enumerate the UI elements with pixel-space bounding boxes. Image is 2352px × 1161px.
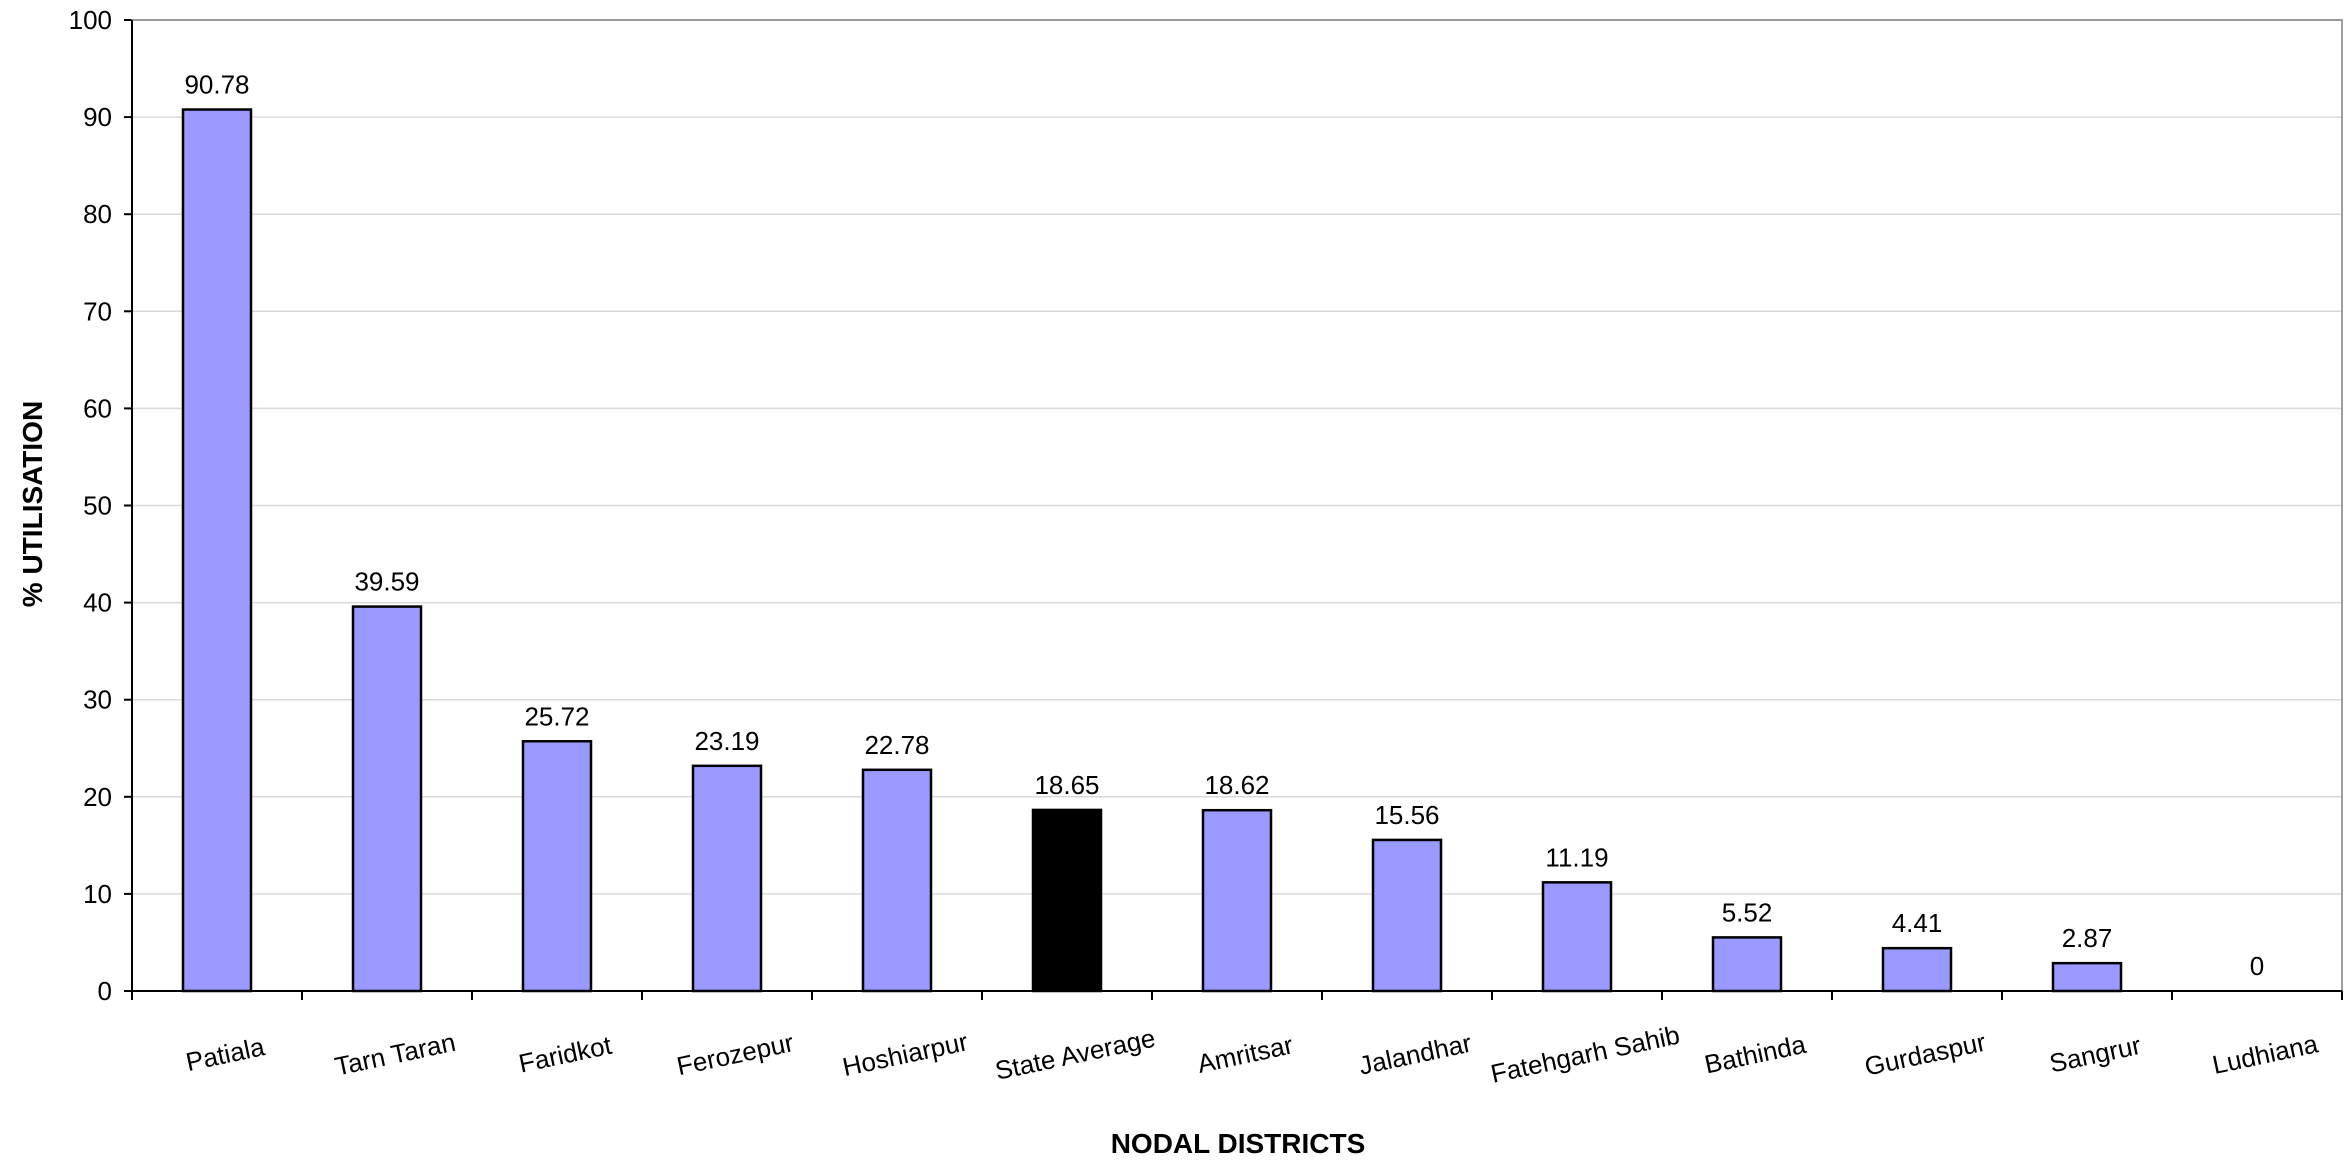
x-category-label: Faridkot (516, 1030, 615, 1079)
y-tick-label: 80 (83, 199, 112, 229)
y-tick-labels: 0 10 20 30 40 50 60 70 80 90 100 (69, 5, 112, 1006)
x-category-label: Tarn Taran (332, 1027, 458, 1082)
gridlines (132, 19, 2342, 895)
y-tick-label: 20 (83, 782, 112, 812)
x-axis-title: NODAL DISTRICTS (1111, 1128, 1366, 1159)
axes (124, 19, 2343, 1000)
data-label: 2.87 (2062, 923, 2113, 953)
y-tick-label: 70 (83, 296, 112, 326)
y-tick-label: 0 (98, 976, 112, 1006)
x-category-label: Fatehgarh Sahib (1488, 1020, 1682, 1089)
bar-fatehgarh-sahib (1541, 881, 1613, 993)
data-label: 11.19 (1545, 842, 1608, 872)
data-label: 18.62 (1204, 770, 1269, 800)
data-label: 5.52 (1722, 897, 1773, 927)
data-label: 18.65 (1034, 770, 1099, 800)
bar-faridkot (521, 740, 593, 993)
x-category-label: Hoshiarpur (840, 1026, 971, 1082)
bar-hoshiarpur (861, 768, 933, 993)
bar-gurdaspur (1881, 946, 1953, 993)
x-category-label: Gurdaspur (1862, 1027, 1989, 1082)
data-label: 90.78 (184, 70, 249, 100)
bar-tarn-taran (351, 605, 423, 993)
y-tick-label: 50 (83, 491, 112, 521)
x-category-label: Ferozepur (674, 1027, 796, 1081)
bar-patiala (181, 108, 253, 993)
y-tick-label: 60 (83, 393, 112, 423)
data-labels: 90.78 39.59 25.72 23.19 22.78 18.65 18.62 15.56… (184, 70, 2264, 981)
x-category-label: State Average (992, 1023, 1158, 1086)
x-category-label: Ludhiana (2210, 1028, 2321, 1080)
data-label: 39.59 (354, 567, 419, 597)
bar-state-average (1031, 808, 1103, 993)
data-label: 4.41 (1892, 908, 1943, 938)
data-label: 22.78 (864, 730, 929, 760)
bar-jalandhar (1371, 838, 1443, 993)
bar-ferozepur (691, 764, 763, 993)
x-category-label: Bathinda (1702, 1029, 1809, 1080)
y-tick-label: 10 (83, 879, 112, 909)
data-label: 15.56 (1374, 800, 1439, 830)
x-category-label: Jalandhar (1356, 1028, 1474, 1081)
y-tick-label: 30 (83, 685, 112, 715)
data-label: 25.72 (524, 701, 589, 731)
y-axis-title: % UTILISATION (17, 401, 48, 607)
bar-amritsar (1201, 808, 1273, 993)
bar-bathinda (1711, 936, 1783, 993)
bars (181, 108, 2123, 993)
x-category-label: Patiala (183, 1031, 268, 1077)
x-category-label: Sangrur (2047, 1030, 2144, 1079)
x-category-labels: Patiala Tarn Taran Faridkot Ferozepur Hoshia… (183, 1020, 2321, 1089)
x-category-label: Amritsar (1195, 1029, 1296, 1079)
data-label: 23.19 (694, 726, 759, 756)
bar-sangrur (2051, 961, 2123, 993)
y-tick-label: 90 (83, 102, 112, 132)
y-tick-label: 100 (69, 5, 112, 35)
y-tick-label: 40 (83, 588, 112, 618)
data-label: 0 (2250, 951, 2264, 981)
